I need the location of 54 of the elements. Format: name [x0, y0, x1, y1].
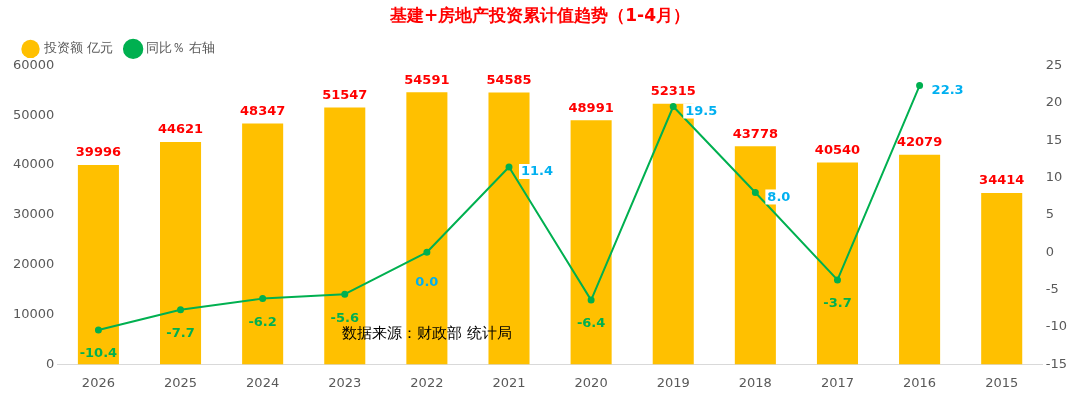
data-label: 54585	[486, 71, 532, 87]
y2-tick-label: 10	[1045, 168, 1063, 184]
legend-label: 投资额 亿元	[42, 40, 113, 56]
y-tick-label: 60000	[13, 56, 55, 72]
data-label: 19.5	[685, 102, 718, 118]
data-label: -10.4	[79, 345, 118, 361]
y-tick-label: 40000	[13, 156, 55, 172]
data-label: 44621	[157, 121, 204, 137]
data-label: 0.0	[415, 273, 439, 289]
data-label: -6.4	[576, 315, 606, 331]
data-label: 52315	[650, 83, 696, 99]
x-tick-label: 2019	[656, 374, 690, 390]
data-label: 11.4	[521, 163, 554, 179]
y2-tick-label: 5	[1045, 206, 1055, 222]
data-label: 22.3	[931, 81, 964, 97]
data-label: 54591	[404, 71, 450, 87]
x-tick-label: 2023	[328, 374, 362, 390]
data-label: -5.6	[330, 309, 359, 325]
y2-tick-label: 20	[1045, 94, 1063, 110]
y-tick-label: 20000	[13, 256, 55, 272]
data-label: -3.7	[823, 295, 852, 311]
x-tick-label: 2021	[492, 374, 526, 390]
x-tick-label: 2025	[163, 374, 198, 390]
x-tick-label: 2026	[81, 374, 115, 390]
y2-tick-label: 15	[1045, 131, 1063, 147]
y2-tick-label: -15	[1045, 355, 1067, 371]
x-tick-label: 2018	[738, 374, 772, 390]
legend-label: 同比％ 右轴	[146, 40, 216, 56]
x-tick-label: 2020	[574, 374, 608, 390]
y-tick-label: 30000	[13, 206, 55, 222]
x-tick-label: 2015	[985, 374, 1019, 390]
data-label: 39996	[75, 144, 122, 160]
data-label: -7.7	[166, 325, 195, 341]
x-tick-label: 2024	[246, 374, 280, 390]
y2-tick-label: 0	[1045, 243, 1055, 259]
data-label: 48991	[568, 99, 614, 115]
data-label: -6.2	[248, 313, 277, 329]
data-label: 48347	[240, 102, 286, 118]
y-tick-label: 10000	[13, 305, 55, 321]
data-label: 8.0	[767, 188, 791, 204]
data-label: 40540	[814, 141, 861, 157]
chart-title: 基建+房地产投资累计值趋势（1-4月）	[389, 4, 690, 25]
y-tick-label: 0	[46, 355, 55, 371]
data-label: 43778	[732, 125, 778, 141]
data-label: 34414	[979, 172, 1025, 188]
y-tick-label: 50000	[13, 106, 55, 122]
y2-tick-label: -10	[1045, 318, 1067, 334]
data-label: 51547	[322, 86, 368, 102]
x-tick-label: 2016	[903, 374, 937, 390]
y2-tick-label: -5	[1045, 281, 1059, 297]
x-tick-label: 2017	[820, 374, 855, 390]
x-tick-label: 2022	[410, 374, 444, 390]
y2-tick-label: 25	[1045, 56, 1063, 72]
data-label: 42079	[896, 134, 943, 150]
